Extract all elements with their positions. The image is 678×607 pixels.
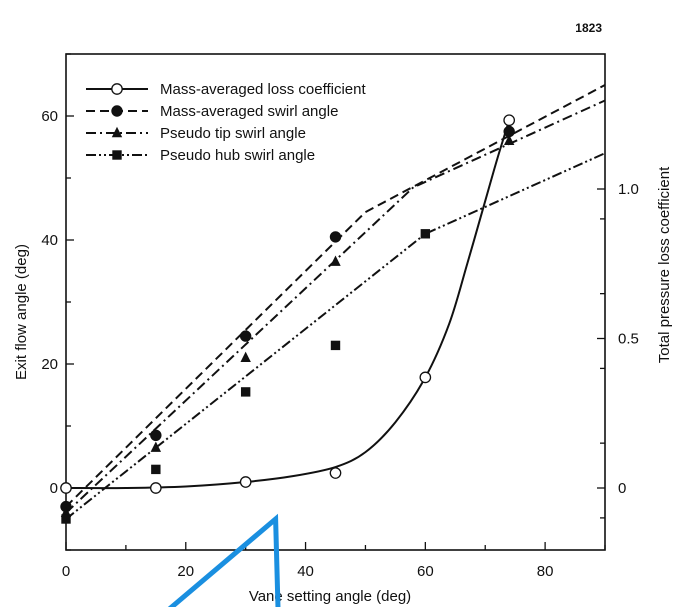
x-axis-label: Vane setting angle (deg) — [249, 588, 411, 605]
marker-square — [61, 514, 71, 524]
series-2 — [60, 99, 606, 517]
marker-open-circle — [111, 83, 123, 95]
marker-filled-circle — [239, 330, 252, 342]
legend-label: Pseudo tip swirl angle — [160, 125, 306, 142]
marker-open-circle — [503, 114, 516, 127]
marker-triangle — [503, 134, 515, 145]
marker-open-circle — [60, 482, 72, 494]
page-number: 1823 — [575, 21, 602, 35]
marker-filled-circle — [111, 105, 123, 117]
y-axis-left-label: Exit flow angle (deg) — [13, 244, 30, 380]
annotation-layer — [167, 513, 281, 607]
x-tick-label: 80 — [537, 563, 554, 580]
marker-open-circle — [329, 467, 342, 479]
series-line — [65, 119, 511, 490]
series-layer — [60, 84, 606, 524]
y-left-tick-label: 20 — [41, 356, 58, 373]
marker-triangle — [240, 351, 251, 362]
x-tick-label: 40 — [297, 563, 314, 580]
marker-square — [151, 464, 161, 475]
series-line — [65, 99, 606, 514]
legend-label: Mass-averaged loss coefficient — [160, 81, 366, 98]
series-line — [65, 152, 606, 520]
x-tick-label: 0 — [62, 563, 70, 580]
y-right-tick-label: 1.0 — [618, 181, 639, 198]
series-line — [65, 84, 606, 508]
y-left-tick-label: 0 — [50, 480, 58, 497]
marker-square — [420, 229, 431, 239]
marker-square — [112, 150, 122, 160]
marker-square — [330, 340, 341, 351]
axis-ticks: 0 20 40 60 0 20 40 60 80 0 0.5 1.0 — [41, 53, 639, 580]
legend-label: Mass-averaged swirl angle — [160, 103, 338, 120]
marker-triangle — [111, 126, 123, 138]
series-1 — [60, 84, 606, 513]
y-axis-right-label: Total pressure loss coefficient — [656, 166, 673, 363]
y-left-tick-label: 40 — [41, 232, 58, 249]
x-tick-label: 20 — [177, 563, 194, 580]
legend-label: Pseudo hub swirl angle — [160, 147, 315, 164]
y-left-tick-label: 60 — [41, 108, 58, 125]
series-3 — [61, 152, 606, 524]
y-right-tick-label: 0 — [618, 480, 626, 497]
x-tick-label: 60 — [417, 563, 434, 580]
marker-square — [240, 387, 251, 397]
marker-filled-circle — [329, 231, 342, 243]
annotation-triangle — [167, 513, 281, 607]
legend: Mass-averaged loss coefficient Mass-avera… — [86, 81, 366, 164]
marker-open-circle — [149, 482, 162, 494]
y-right-tick-label: 0.5 — [618, 331, 639, 348]
series-0 — [60, 114, 516, 494]
marker-open-circle — [419, 371, 432, 384]
marker-open-circle — [239, 476, 252, 488]
marker-triangle — [330, 255, 341, 266]
marker-filled-circle — [150, 429, 162, 441]
